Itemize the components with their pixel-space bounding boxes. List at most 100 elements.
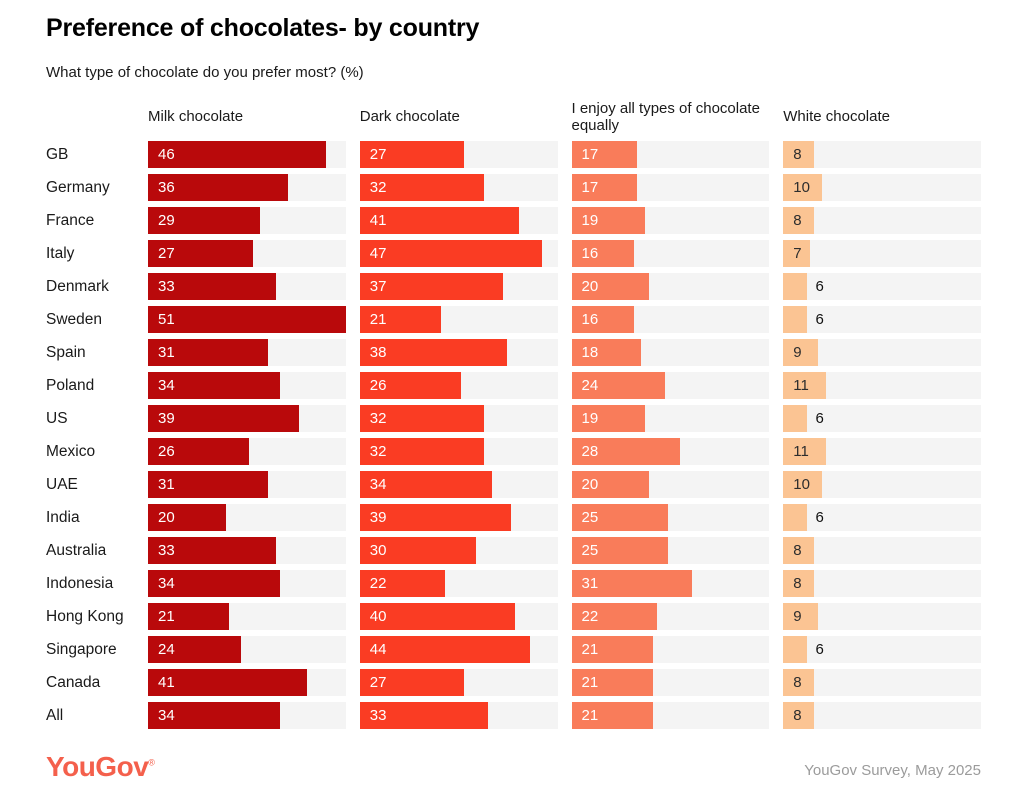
bar-value-label: 51	[158, 311, 175, 328]
country-label: Singapore	[46, 641, 117, 658]
bar-value-label: 8	[793, 146, 802, 163]
country-label: India	[46, 509, 80, 526]
column-header-white-chocolate: White chocolate	[783, 108, 890, 125]
country-label: Australia	[46, 542, 107, 559]
bar-track: 32	[359, 405, 558, 432]
bar	[571, 240, 634, 267]
bar	[783, 405, 807, 432]
bar	[148, 273, 276, 300]
bar-value-label: 19	[581, 212, 599, 229]
bar-value-label: 34	[158, 377, 175, 394]
bar-value-label: 20	[581, 476, 599, 493]
bar-value-label: 33	[158, 278, 175, 295]
bar	[359, 141, 465, 168]
country-label: Denmark	[46, 278, 109, 295]
bar-track: 20	[571, 273, 770, 300]
bar-value-label: 10	[793, 179, 810, 196]
bar	[783, 339, 819, 366]
bar-value-label: 8	[793, 212, 802, 229]
bar-track: 11	[783, 438, 981, 465]
chart-row: India 20 39 25 6	[46, 504, 981, 531]
bar-track: 37	[359, 273, 558, 300]
bar	[783, 669, 815, 696]
bar	[148, 504, 226, 531]
bar-track: 8	[783, 702, 981, 729]
bar-track: 38	[359, 339, 558, 366]
bar-track: 6	[783, 273, 981, 300]
bar-track: 26	[359, 372, 558, 399]
bar-value-label: 31	[158, 476, 175, 493]
bar-value-label: 31	[581, 575, 599, 592]
country-label: Hong Kong	[46, 608, 124, 625]
bar-value-label: 25	[581, 542, 599, 559]
bar	[783, 207, 815, 234]
bar-track: 31	[148, 339, 346, 366]
bar	[359, 240, 542, 267]
country-label: GB	[46, 146, 69, 163]
column-header-row: Milk chocolate Dark chocolate I enjoy al…	[46, 98, 981, 135]
bar	[783, 570, 815, 597]
bar-value-label: 20	[581, 278, 599, 295]
header-spacer	[46, 98, 148, 135]
bar-track: 39	[359, 504, 558, 531]
bar-value-label: 11	[793, 377, 809, 394]
bar-value-label: 19	[581, 410, 599, 427]
country-label: Mexico	[46, 443, 96, 460]
bar	[148, 438, 249, 465]
bar	[571, 504, 669, 531]
bar-value-label: 17	[581, 146, 599, 163]
bar-track: 51	[148, 306, 346, 333]
bar	[571, 636, 653, 663]
bar	[783, 174, 823, 201]
bar	[783, 603, 819, 630]
bar	[571, 207, 646, 234]
bar-value-label: 31	[158, 344, 175, 361]
bar-track: 27	[148, 240, 346, 267]
chart-row: Hong Kong 21 40 22 9	[46, 603, 981, 630]
country-label: US	[46, 410, 68, 427]
bar	[359, 207, 519, 234]
bar-track: 34	[148, 372, 346, 399]
bar-value-label: 34	[369, 476, 387, 493]
bar	[359, 372, 461, 399]
bar-track: 31	[571, 570, 770, 597]
bar-track: 41	[148, 669, 346, 696]
bar-track: 33	[148, 273, 346, 300]
bar-track: 39	[148, 405, 346, 432]
bar-track: 8	[783, 207, 981, 234]
bar	[571, 174, 638, 201]
chart-row: Sweden 51 21 16 6	[46, 306, 981, 333]
bar-track: 6	[783, 504, 981, 531]
bar-track: 34	[148, 570, 346, 597]
bar-value-label: 27	[158, 245, 175, 262]
column-header-dark-chocolate: Dark chocolate	[359, 108, 460, 125]
bar-track: 9	[783, 603, 981, 630]
bar-track: 32	[359, 438, 558, 465]
bar-value-label: 9	[793, 344, 802, 361]
bar-value-label: 32	[369, 443, 387, 460]
bar	[783, 141, 815, 168]
bar-value-label: 6	[815, 509, 824, 526]
bar-track: 26	[148, 438, 346, 465]
bar	[359, 504, 511, 531]
bar	[571, 141, 638, 168]
bar-value-label: 16	[581, 311, 599, 328]
chart-row: Singapore 24 44 21 6	[46, 636, 981, 663]
bar	[783, 240, 811, 267]
bar	[148, 471, 269, 498]
bar	[359, 273, 504, 300]
bar	[783, 636, 807, 663]
bar-value-label: 6	[815, 278, 824, 295]
bar-value-label: 8	[793, 542, 802, 559]
bar-track: 22	[571, 603, 770, 630]
bar-value-label: 41	[158, 674, 175, 691]
bar-track: 24	[571, 372, 770, 399]
bar	[148, 636, 242, 663]
bar	[148, 306, 346, 333]
bar-track: 27	[359, 669, 558, 696]
bar-track: 8	[783, 141, 981, 168]
bar-track: 25	[571, 504, 770, 531]
bar-value-label: 20	[158, 509, 175, 526]
country-label: France	[46, 212, 95, 229]
bar-track: 24	[148, 636, 346, 663]
